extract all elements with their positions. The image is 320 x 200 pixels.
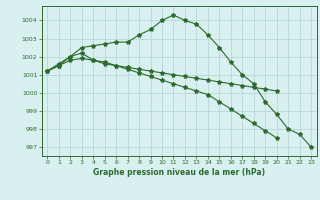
X-axis label: Graphe pression niveau de la mer (hPa): Graphe pression niveau de la mer (hPa)	[93, 168, 265, 177]
